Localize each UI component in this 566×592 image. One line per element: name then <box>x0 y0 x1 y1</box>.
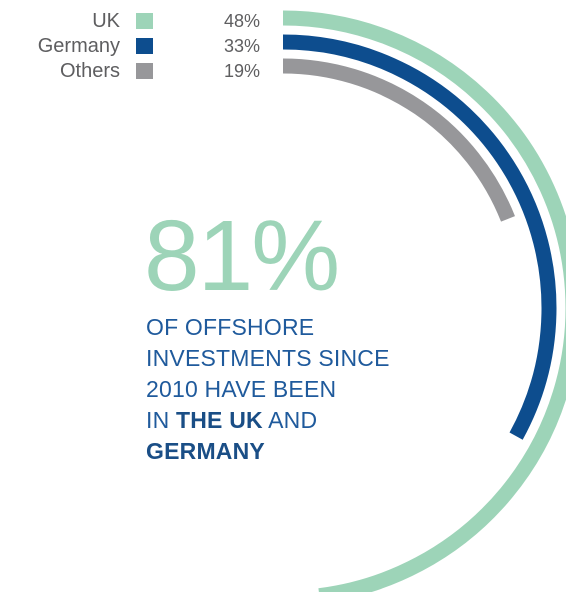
caption-text: OF OFFSHORE INVESTMENTS SINCE 2010 HAVE … <box>146 312 446 467</box>
caption-highlight-uk: THE UK <box>176 407 263 433</box>
radial-bar-uk <box>282 10 566 592</box>
caption-line-4: IN THE UK AND <box>146 405 446 436</box>
caption-line-1: OF OFFSHORE <box>146 314 315 340</box>
legend-label-germany: Germany <box>37 35 120 57</box>
legend-swatch-germany <box>136 38 153 54</box>
legend-item-others: Others 19% <box>0 60 566 82</box>
legend-label-uk: UK <box>92 10 120 32</box>
legend-pct-uk: 48% <box>223 11 260 31</box>
caption-highlight-germany: GERMANY <box>146 438 265 464</box>
caption-line-4-prefix: IN <box>146 407 176 433</box>
caption-line-3: 2010 HAVE BEEN <box>146 376 337 402</box>
headline-percentage: 81% <box>144 200 340 312</box>
legend-item-germany: Germany 33% <box>0 35 566 57</box>
caption-line-5: GERMANY <box>146 436 446 467</box>
legend-swatch-others <box>136 63 153 79</box>
legend-swatch-uk <box>136 13 153 29</box>
legend-pct-germany: 33% <box>223 36 260 56</box>
legend-item-uk: UK 48% <box>0 10 566 32</box>
radial-bar-others <box>282 58 515 222</box>
caption-line-2: INVESTMENTS SINCE <box>146 345 390 371</box>
caption-line-4-suffix: AND <box>262 407 318 433</box>
legend-label-others: Others <box>59 60 120 82</box>
radial-bar-germany <box>282 34 557 440</box>
legend-pct-others: 19% <box>223 61 260 81</box>
